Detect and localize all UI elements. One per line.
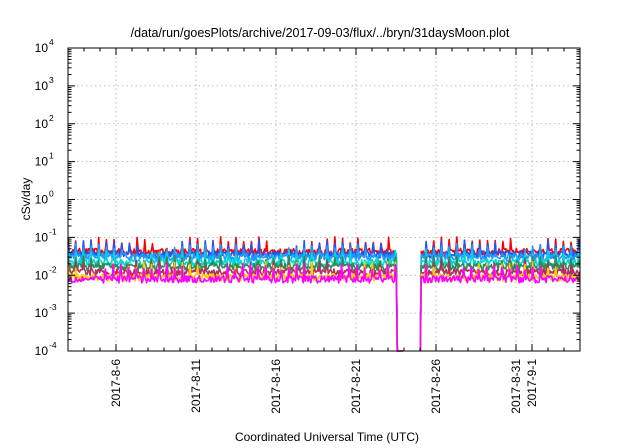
y-tick-exponent: -2 [49,264,57,274]
y-tick-exponent: 1 [49,151,54,161]
x-tick-label: 2017-8-6 [109,359,123,407]
grid [68,48,580,351]
x-tick-label: 2017-8-16 [269,359,283,414]
y-axis-label: cSv/day [19,178,33,221]
series-line [67,242,581,352]
series-line [67,262,581,352]
y-tick-label: 10 [35,155,49,169]
y-tick-label: 10 [35,344,49,358]
x-tick-label: 2017-8-31 [509,359,523,414]
y-tick-exponent: -3 [49,302,57,312]
y-tick-exponent: 4 [49,37,54,47]
y-tick-label: 10 [35,117,49,131]
series-lines [67,236,581,352]
x-axis-label: Coordinated Universal Time (UTC) [235,430,419,444]
y-tick-label: 10 [35,230,49,244]
x-tick-label: 2017-8-11 [189,359,203,413]
x-tick-label: 2017-8-26 [429,359,443,414]
y-tick-exponent: -4 [49,340,57,350]
y-tick-exponent: 2 [49,113,54,123]
y-tick-label: 10 [35,306,49,320]
y-tick-label: 10 [35,268,49,282]
y-tick-exponent: 0 [49,189,54,199]
series-line [67,249,581,352]
y-tick-label: 10 [35,79,49,93]
y-tick-label: 10 [35,41,49,55]
y-tick-exponent: -1 [49,226,57,236]
chart-title: /data/run/goesPlots/archive/2017-09-03/f… [131,26,510,40]
series-line [67,254,581,352]
y-tick-exponent: 3 [49,75,54,85]
x-axis: 2017-8-6 2017-8-11 2017-8-16 2017-8-21 2017-… [67,48,581,414]
y-tick-label: 10 [35,193,49,207]
x-tick-label: 2017-8-21 [349,359,363,414]
x-tick-label: 2017-9-1 [525,359,539,407]
